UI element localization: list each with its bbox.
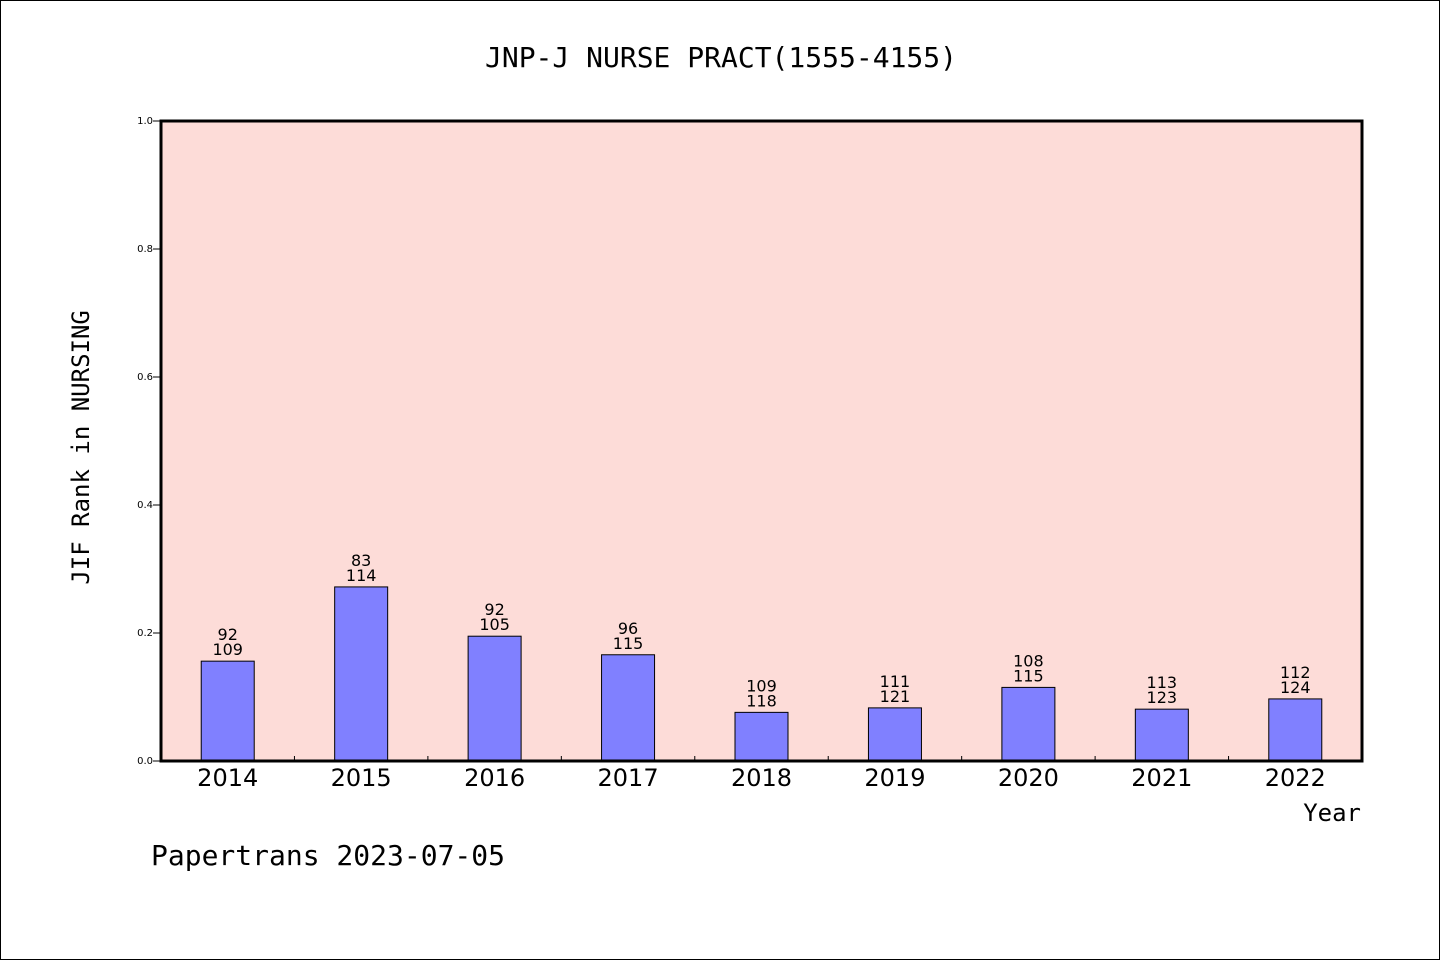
bar-2015 <box>334 586 389 762</box>
bar-rank-label: 113 <box>1147 673 1178 692</box>
x-tick-label: 2022 <box>1265 764 1326 792</box>
plot-frame <box>159 119 1364 763</box>
bar-2021 <box>1134 708 1189 762</box>
bar-total-label: 105 <box>479 615 510 634</box>
y-tick-label: 0.2 <box>137 628 153 639</box>
bar-2019 <box>867 707 922 762</box>
bar-total-label: 114 <box>346 566 377 585</box>
y-tick-label: 0.8 <box>137 244 153 255</box>
chart-title: JNP-J NURSE PRACT(1555-4155) <box>485 41 957 74</box>
bar-rank-label: 112 <box>1280 663 1311 682</box>
x-tick-label: 2016 <box>464 764 525 792</box>
bar-rank-label: 111 <box>880 672 911 691</box>
bar-total-label: 115 <box>613 634 644 653</box>
bar-rank-label: 92 <box>218 625 238 644</box>
x-tick-label: 2018 <box>731 764 792 792</box>
bar-total-label: 115 <box>1013 666 1044 685</box>
bar-rank-label: 96 <box>618 619 638 638</box>
x-tick-label: 2015 <box>331 764 392 792</box>
y-tick-label: 0.4 <box>137 500 153 511</box>
y-tick-label: 0.0 <box>137 756 153 767</box>
x-axis: 2014 2015 2016 2017 2018 2019 2020 2021 2022 <box>197 756 1326 792</box>
y-tick-label: 0.6 <box>137 372 153 383</box>
bar-total-label: 118 <box>746 691 777 710</box>
bar-2020 <box>1001 686 1056 762</box>
bar-rank-label: 109 <box>746 676 777 695</box>
bar-total-label: 121 <box>880 687 911 706</box>
bar-total-label: 123 <box>1147 688 1178 707</box>
bar-2018 <box>734 711 789 762</box>
bar-rank-label: 108 <box>1013 651 1044 670</box>
bar-2017 <box>601 654 656 762</box>
x-tick-label: 2020 <box>998 764 1059 792</box>
bar-rank-label: 92 <box>484 600 504 619</box>
bar-2022 <box>1268 698 1323 762</box>
bar-2016 <box>467 635 522 762</box>
bar-total-label: 109 <box>212 640 243 659</box>
x-tick-label: 2014 <box>197 764 258 792</box>
x-tick-label: 2021 <box>1131 764 1192 792</box>
y-tick-label: 1.0 <box>137 116 153 127</box>
bar-rank-label: 83 <box>351 551 371 570</box>
bar-2014 <box>200 660 255 762</box>
x-tick-label: 2019 <box>864 764 925 792</box>
y-axis-label: JIF Rank in NURSING <box>67 310 95 585</box>
x-tick-label: 2017 <box>598 764 659 792</box>
y-axis: 0.0 0.2 0.4 0.6 0.8 1.0 <box>137 116 161 767</box>
x-axis-label: Year <box>1303 799 1361 827</box>
bar-total-label: 124 <box>1280 678 1311 697</box>
watermark: Papertrans 2023-07-05 <box>151 839 505 872</box>
